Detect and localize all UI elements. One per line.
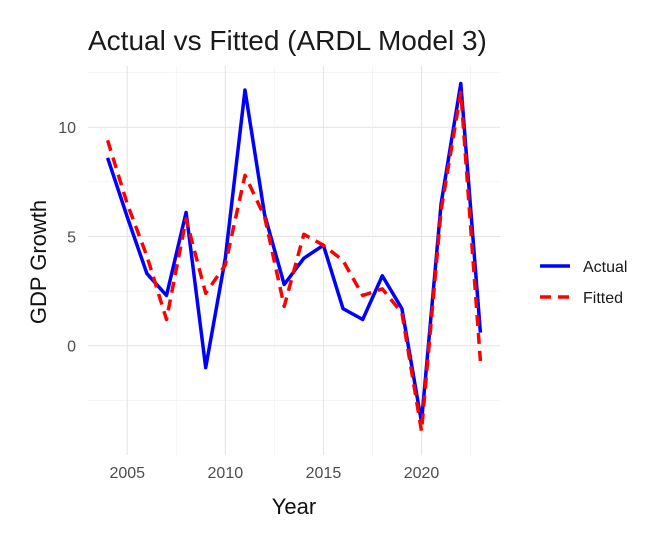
x-tick-label: 2010	[208, 465, 244, 482]
legend: Actual Fitted	[540, 259, 627, 307]
y-axis-title: GDP Growth	[26, 200, 51, 324]
legend-label-actual: Actual	[583, 259, 627, 276]
legend-label-fitted: Fitted	[583, 290, 623, 307]
series-layer	[105, 81, 483, 433]
y-tick-label: 5	[67, 229, 76, 246]
gridlines	[88, 66, 500, 455]
x-axis-title: Year	[272, 494, 316, 519]
chart-title: Actual vs Fitted (ARDL Model 3)	[88, 25, 487, 56]
y-tick-label: 0	[67, 339, 76, 356]
y-tick-labels: 0 5 10	[58, 120, 76, 356]
y-tick-label: 10	[58, 120, 76, 137]
x-tick-label: 2005	[109, 465, 145, 482]
x-tick-label: 2015	[306, 465, 342, 482]
series-line-actual	[105, 81, 483, 424]
x-tick-label: 2020	[404, 465, 440, 482]
x-tick-labels: 2005 2010 2015 2020	[109, 465, 439, 482]
series-line-fitted	[105, 90, 483, 433]
